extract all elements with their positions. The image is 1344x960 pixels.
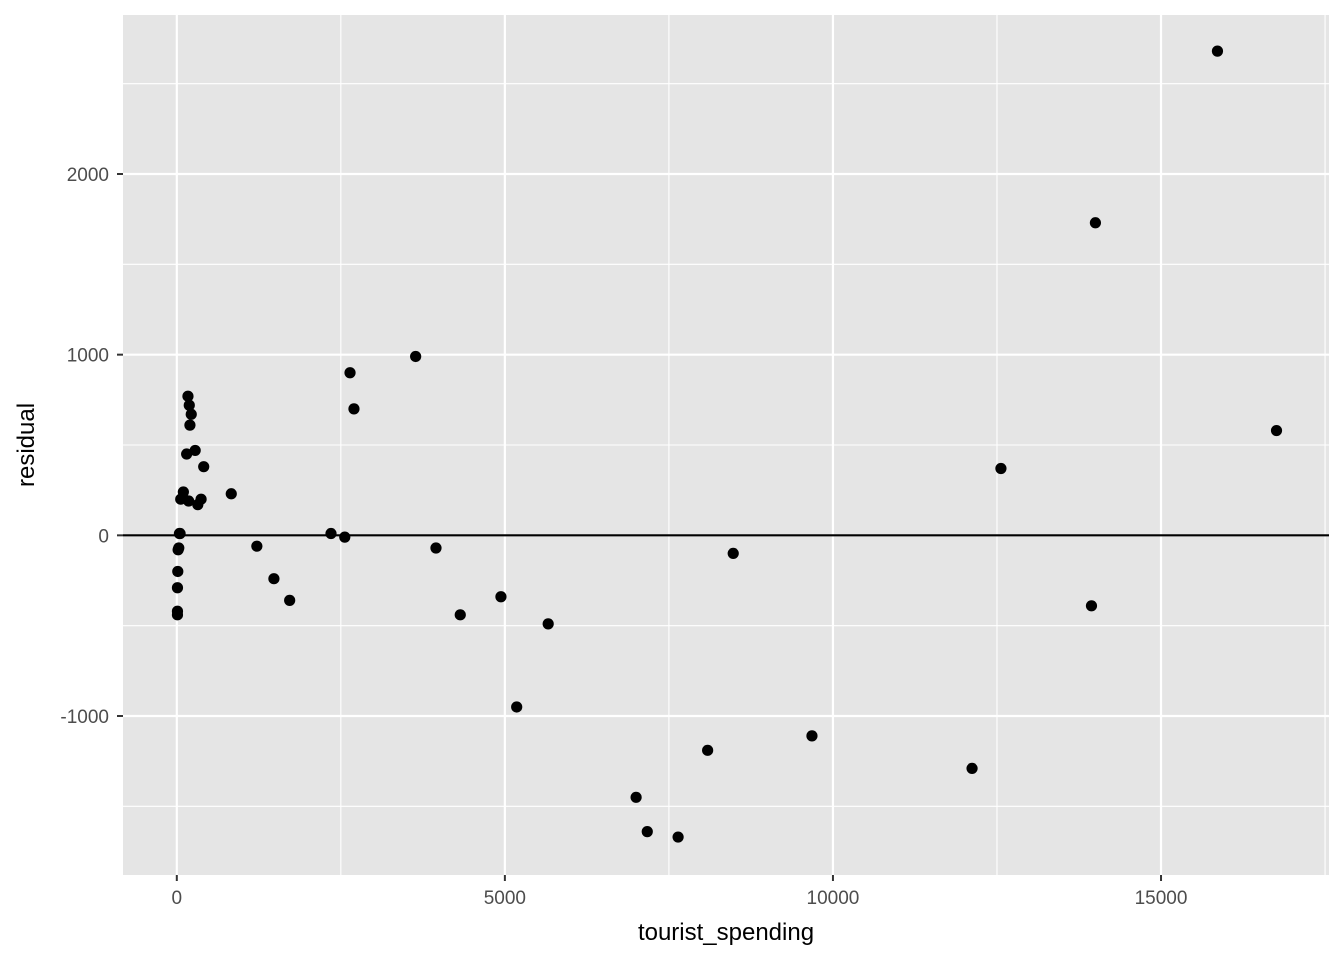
data-point xyxy=(1211,45,1224,57)
data-point xyxy=(195,493,207,505)
data-point xyxy=(966,762,978,775)
data-point xyxy=(182,390,194,402)
data-point xyxy=(995,462,1007,475)
x-tick-label: 0 xyxy=(172,888,183,909)
data-point xyxy=(672,831,684,843)
data-point xyxy=(198,461,210,473)
data-point xyxy=(1089,217,1102,229)
data-point xyxy=(185,408,197,420)
data-point xyxy=(410,350,422,363)
y-tick-label: 2000 xyxy=(67,165,109,186)
data-point xyxy=(284,594,296,606)
minor-gridlines xyxy=(123,15,1329,875)
data-point xyxy=(511,701,523,713)
data-point xyxy=(268,573,280,585)
data-point xyxy=(495,591,507,603)
data-point xyxy=(702,744,714,756)
data-point xyxy=(348,403,360,415)
y-tick-label: 1000 xyxy=(67,346,109,367)
data-point xyxy=(806,730,818,742)
data-point xyxy=(454,609,466,621)
data-point xyxy=(630,791,642,803)
data-point xyxy=(1085,600,1098,612)
data-point xyxy=(344,367,356,379)
x-tick-label: 15000 xyxy=(1135,888,1188,909)
data-point xyxy=(641,826,653,838)
data-point xyxy=(184,419,196,431)
data-point xyxy=(177,486,189,498)
data-point xyxy=(225,488,237,500)
y-tick-label: 0 xyxy=(98,526,109,547)
data-point xyxy=(325,527,337,540)
data-point xyxy=(174,527,186,540)
data-point xyxy=(430,542,442,554)
x-axis-ticks: 0 5000 10000 15000 xyxy=(172,875,1188,909)
y-tick-label: -1000 xyxy=(60,707,109,728)
data-point xyxy=(542,618,554,630)
data-point xyxy=(171,582,184,594)
data-point xyxy=(172,565,184,578)
x-tick-label: 10000 xyxy=(807,888,860,909)
data-points xyxy=(171,45,1283,843)
data-point xyxy=(189,444,201,457)
data-point xyxy=(1270,424,1283,437)
data-point xyxy=(251,540,263,552)
data-point xyxy=(183,399,195,411)
data-point xyxy=(171,605,184,617)
data-point xyxy=(181,448,193,460)
data-point xyxy=(173,542,185,554)
y-axis-ticks: -1000 0 1000 2000 xyxy=(60,165,123,728)
data-point xyxy=(727,547,739,560)
data-point xyxy=(183,495,195,507)
data-point xyxy=(339,531,351,543)
x-tick-label: 5000 xyxy=(484,888,526,909)
x-axis-title: tourist_spending xyxy=(638,919,814,946)
y-axis-title: residual xyxy=(13,403,40,487)
